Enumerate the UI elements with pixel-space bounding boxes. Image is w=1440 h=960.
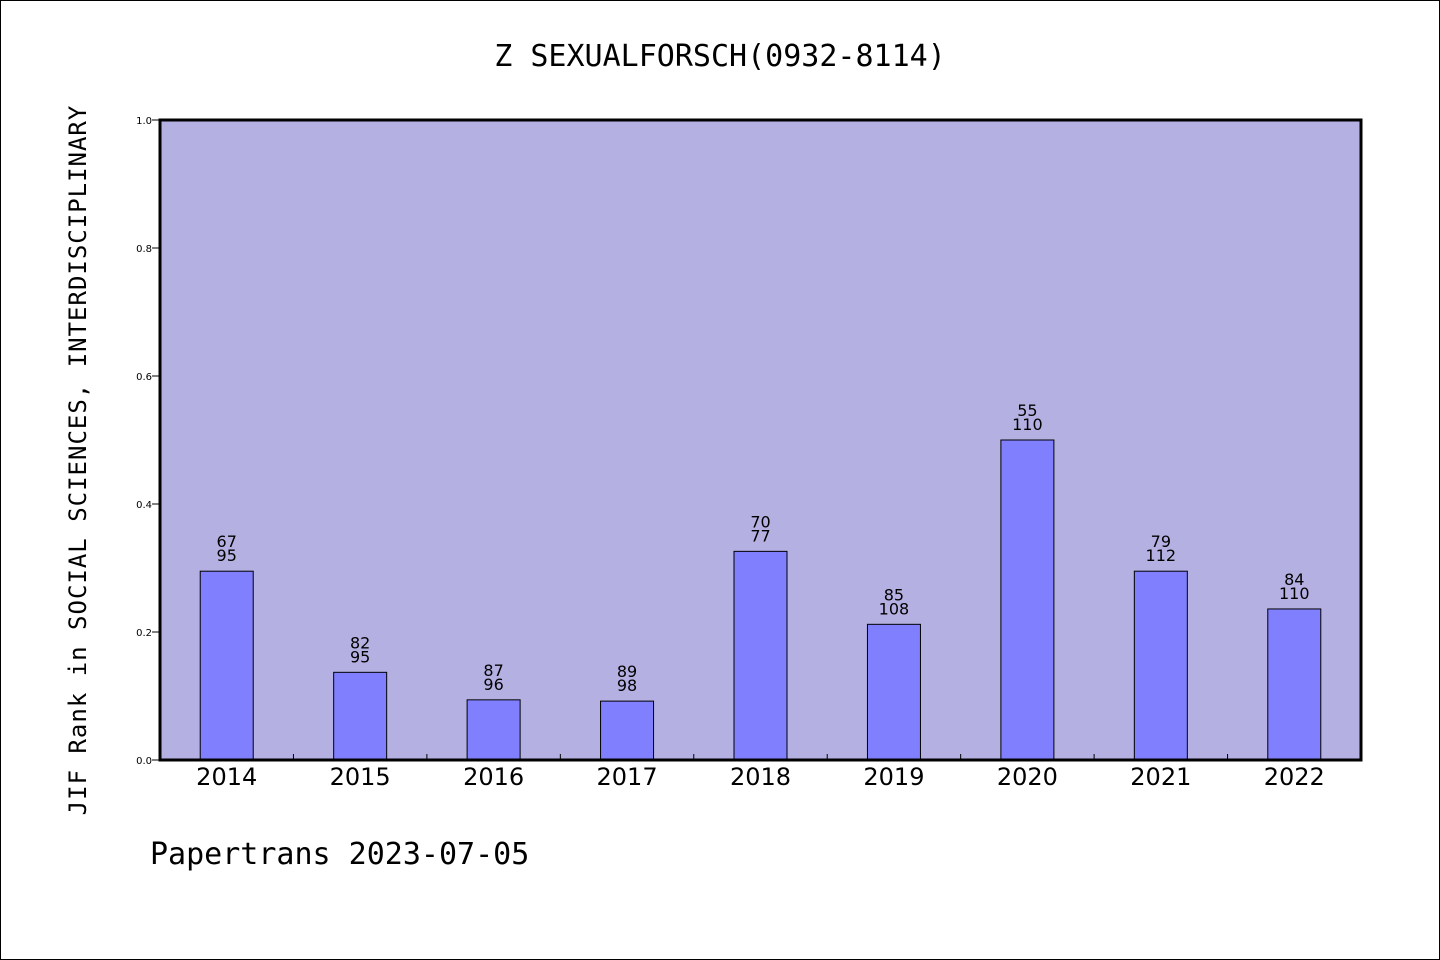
y-tick-label: 0.6 (136, 372, 152, 383)
bar-2019 (866, 623, 921, 761)
data-label-total: 98 (617, 676, 637, 695)
data-label-rank: 82 (350, 633, 370, 652)
bar-2018 (733, 550, 788, 761)
y-tick-label: 0.8 (136, 244, 152, 255)
data-label-rank: 84 (1284, 570, 1304, 589)
chart-title: Z SEXUALFORSCH(0932-8114) (494, 39, 946, 74)
x-tick-label: 2022 (1264, 763, 1325, 791)
data-label-total: 96 (483, 675, 503, 694)
y-axis-label: JIF Rank in SOCIAL SCIENCES, INTERDISCIP… (64, 105, 92, 816)
y-tick-label: 0.4 (136, 500, 152, 511)
x-tick-label: 2021 (1130, 763, 1191, 791)
y-axis: 0.0 0.2 0.4 0.6 0.8 1.0 (136, 116, 160, 767)
data-label-rank: 55 (1017, 401, 1037, 420)
plot-border (158, 118, 1363, 762)
data-label-total: 77 (750, 526, 770, 545)
x-tick-label: 2016 (463, 763, 524, 791)
data-label-total: 110 (1279, 584, 1310, 603)
y-tick-label: 0.0 (136, 756, 152, 767)
data-label-total: 108 (879, 599, 910, 618)
data-label-rank: 85 (884, 585, 904, 604)
bar-2016 (466, 699, 521, 761)
x-tick-label: 2015 (330, 763, 391, 791)
data-label-rank: 70 (750, 512, 770, 531)
data-label-total: 110 (1012, 415, 1043, 434)
data-label-rank: 67 (217, 532, 237, 551)
bar-2015 (333, 671, 388, 761)
data-label-rank: 89 (617, 662, 637, 681)
x-tick-label: 2017 (597, 763, 658, 791)
x-tick-label: 2020 (997, 763, 1058, 791)
bar-2021 (1133, 570, 1188, 761)
data-label-rank: 87 (483, 661, 503, 680)
x-tick-label: 2018 (730, 763, 791, 791)
bar-2017 (600, 700, 655, 761)
bars-layer (199, 439, 1322, 761)
footer-credit: Papertrans 2023-07-05 (150, 837, 529, 872)
x-tick-label: 2019 (863, 763, 924, 791)
bar-2022 (1267, 608, 1322, 761)
y-tick-label: 0.2 (136, 628, 152, 639)
data-label-total: 112 (1146, 546, 1177, 565)
bar-2014 (199, 570, 254, 761)
bar-2020 (1000, 439, 1055, 761)
x-tick-label: 2014 (196, 763, 257, 791)
data-label-total: 95 (217, 546, 237, 565)
y-tick-label: 1.0 (136, 116, 152, 127)
x-axis: 2014 2015 2016 2017 2018 2019 2020 2021 2022 (196, 754, 1325, 791)
data-label-rank: 79 (1151, 532, 1171, 551)
data-label-total: 95 (350, 647, 370, 666)
